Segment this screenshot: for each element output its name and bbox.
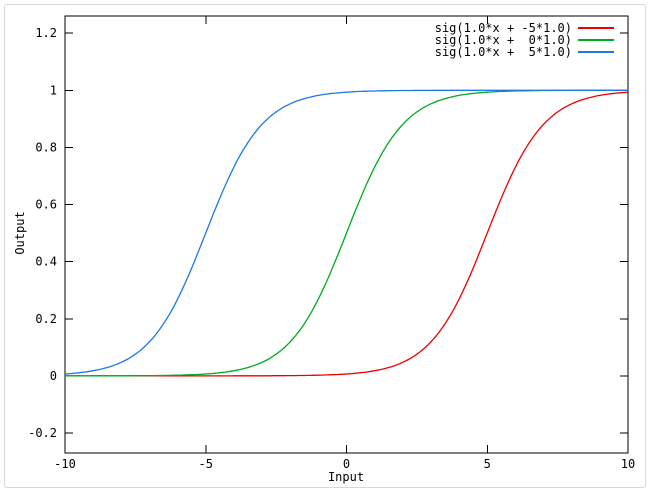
y-tick-label: -0.2 <box>28 426 57 440</box>
legend-item: sig(1.0*x + 5*1.0) <box>435 46 614 58</box>
legend-line-sample <box>578 51 614 53</box>
y-tick-label: 0.4 <box>35 255 57 269</box>
y-tick-label: 0 <box>50 369 57 383</box>
series-curve-1 <box>65 89 628 377</box>
legend-label: sig(1.0*x + 5*1.0) <box>434 45 572 59</box>
legend-label: sig(1.0*x + 0*1.0) <box>434 33 572 47</box>
x-tick-label: 5 <box>484 457 491 471</box>
y-tick-label: 0.2 <box>35 312 57 326</box>
legend: sig(1.0*x + -5*1.0) sig(1.0*x + 0*1.0) sig… <box>435 22 614 58</box>
image-frame <box>4 4 646 488</box>
legend-label: sig(1.0*x + -5*1.0) <box>434 21 572 35</box>
y-tick-label: 0.8 <box>35 140 57 154</box>
x-tick-label: -5 <box>199 457 213 471</box>
x-axis-label: Input <box>327 470 365 484</box>
series-curve-2 <box>64 89 628 375</box>
legend-item: sig(1.0*x + 0*1.0) <box>435 34 614 46</box>
x-tick-label: -10 <box>54 457 76 471</box>
y-tick-label: 1.2 <box>35 26 57 40</box>
legend-item: sig(1.0*x + -5*1.0) <box>435 22 614 34</box>
legend-line-sample <box>578 27 614 29</box>
y-axis-label: Output <box>13 211 27 255</box>
x-tick-label: 0 <box>343 457 350 471</box>
legend-line-sample <box>578 39 614 41</box>
y-tick-label: 0.6 <box>35 198 57 212</box>
x-tick-label: 10 <box>621 457 635 471</box>
y-tick-label: 1 <box>50 83 57 97</box>
